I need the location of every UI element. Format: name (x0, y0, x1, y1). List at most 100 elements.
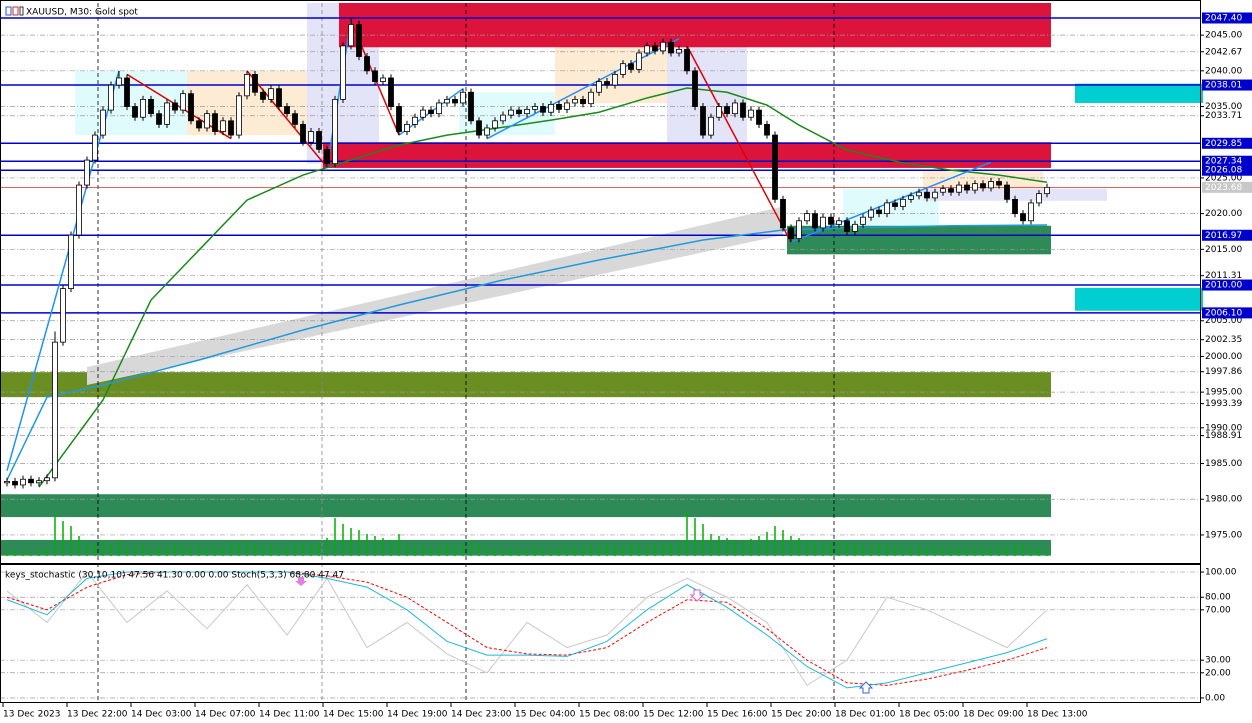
candle-body (116, 77, 122, 86)
x-tick-label: 15 Dec 04:00 (515, 710, 576, 720)
candle-body (508, 109, 514, 116)
zone (339, 3, 1051, 48)
candle-body (252, 74, 258, 93)
candle-body (700, 106, 706, 136)
level-label-box (1202, 229, 1252, 241)
candle-body (276, 88, 282, 107)
y-tick-label: 1985.00 (1205, 459, 1242, 469)
candle-body (60, 288, 66, 343)
candle-body (724, 106, 730, 115)
candle-body (684, 49, 690, 72)
grid (0, 34, 1201, 699)
y-tick-label: 2000.00 (1205, 352, 1242, 362)
icon (19, 6, 24, 16)
level-label: 2010.00 (1205, 281, 1242, 291)
y-tick-label: 1988.91 (1205, 431, 1242, 441)
candle-body (436, 102, 442, 115)
candle-body (812, 213, 818, 229)
candle-body (364, 56, 370, 72)
candle-body (468, 91, 474, 122)
x-tick-label: 18 Dec 09:00 (963, 710, 1024, 720)
level-label-box (1202, 12, 1252, 24)
candle-body (708, 116, 714, 136)
candle-body (804, 213, 810, 222)
candle-body (92, 134, 98, 161)
candle-body (148, 98, 154, 115)
candle-body (244, 74, 250, 97)
candle-body (84, 159, 90, 186)
candle-body (108, 84, 114, 111)
candle-body (420, 109, 426, 118)
x-tick-label: 13 Dec 22:00 (67, 710, 128, 720)
candle-body (180, 93, 186, 111)
zone (0, 494, 1051, 518)
symbol-icon (5, 6, 24, 16)
candle-body (876, 209, 882, 215)
candle-body (932, 191, 938, 199)
moving-average (38, 87, 1048, 488)
indicator-tick-label: 80.00 (1205, 593, 1231, 603)
level-label: 2027.34 (1205, 157, 1242, 167)
y-tick-label: 1995.00 (1205, 388, 1242, 398)
candle-body (1028, 202, 1034, 222)
candle-body (500, 114, 506, 122)
candle-body (228, 120, 234, 136)
candle-body (380, 77, 386, 82)
indicator-tick-label: 30.00 (1205, 656, 1231, 666)
candle-body (300, 123, 306, 143)
indicator-tick-label: 100.00 (1205, 568, 1237, 578)
candle-body (284, 106, 290, 115)
candle-body (788, 227, 794, 240)
candle-body (620, 63, 626, 75)
candle-body (1036, 193, 1042, 204)
candle-body (908, 195, 914, 200)
x-tick-label: 18 Dec 05:00 (899, 710, 960, 720)
candle-body (796, 220, 802, 240)
level-label-box (1202, 279, 1252, 291)
candle-body (860, 216, 866, 225)
indicator-line (6, 571, 1048, 689)
candle-body (476, 120, 482, 136)
level-label: 2029.85 (1205, 139, 1242, 149)
candle-body (460, 91, 466, 104)
indicator-line (6, 571, 1048, 687)
x-tick-label: 14 Dec 19:00 (387, 710, 448, 720)
level-label: 2047.40 (1205, 13, 1242, 23)
y-tick-label: 2020.00 (1205, 209, 1242, 219)
zone (323, 142, 1051, 168)
candle-body (764, 123, 770, 136)
candle-body (100, 109, 106, 136)
candle-body (652, 45, 658, 52)
candle-body (828, 216, 834, 225)
candle-body (900, 198, 906, 207)
y-tick-label: 2040.00 (1205, 66, 1242, 76)
candle-body (444, 98, 450, 104)
candle-body (164, 102, 170, 125)
frame (0, 0, 1201, 703)
zone (667, 42, 747, 150)
candle-body (484, 127, 490, 136)
trend-line (246, 70, 328, 168)
candle-body (988, 181, 994, 189)
indicator-tick-label: 70.00 (1205, 605, 1231, 615)
level-label-box (1202, 137, 1252, 149)
candle-body (348, 24, 354, 47)
x-tick-label: 15 Dec 20:00 (771, 710, 832, 720)
candle-body (548, 103, 554, 113)
x-tick-label: 13 Dec 2023 (3, 710, 61, 720)
candle-body (676, 49, 682, 54)
candle-body (956, 184, 962, 193)
candle-body (692, 70, 698, 107)
candle-body (596, 81, 602, 93)
candle-body (612, 74, 618, 86)
x-tick-label: 15 Dec 16:00 (707, 710, 768, 720)
candle-body (868, 209, 874, 218)
candle-body (564, 102, 570, 110)
candle-body (556, 103, 562, 110)
zones (0, 3, 1203, 556)
candle-body (332, 98, 338, 165)
candle-body (756, 109, 762, 125)
level-label-box (1202, 155, 1252, 167)
candle-body (660, 41, 666, 52)
